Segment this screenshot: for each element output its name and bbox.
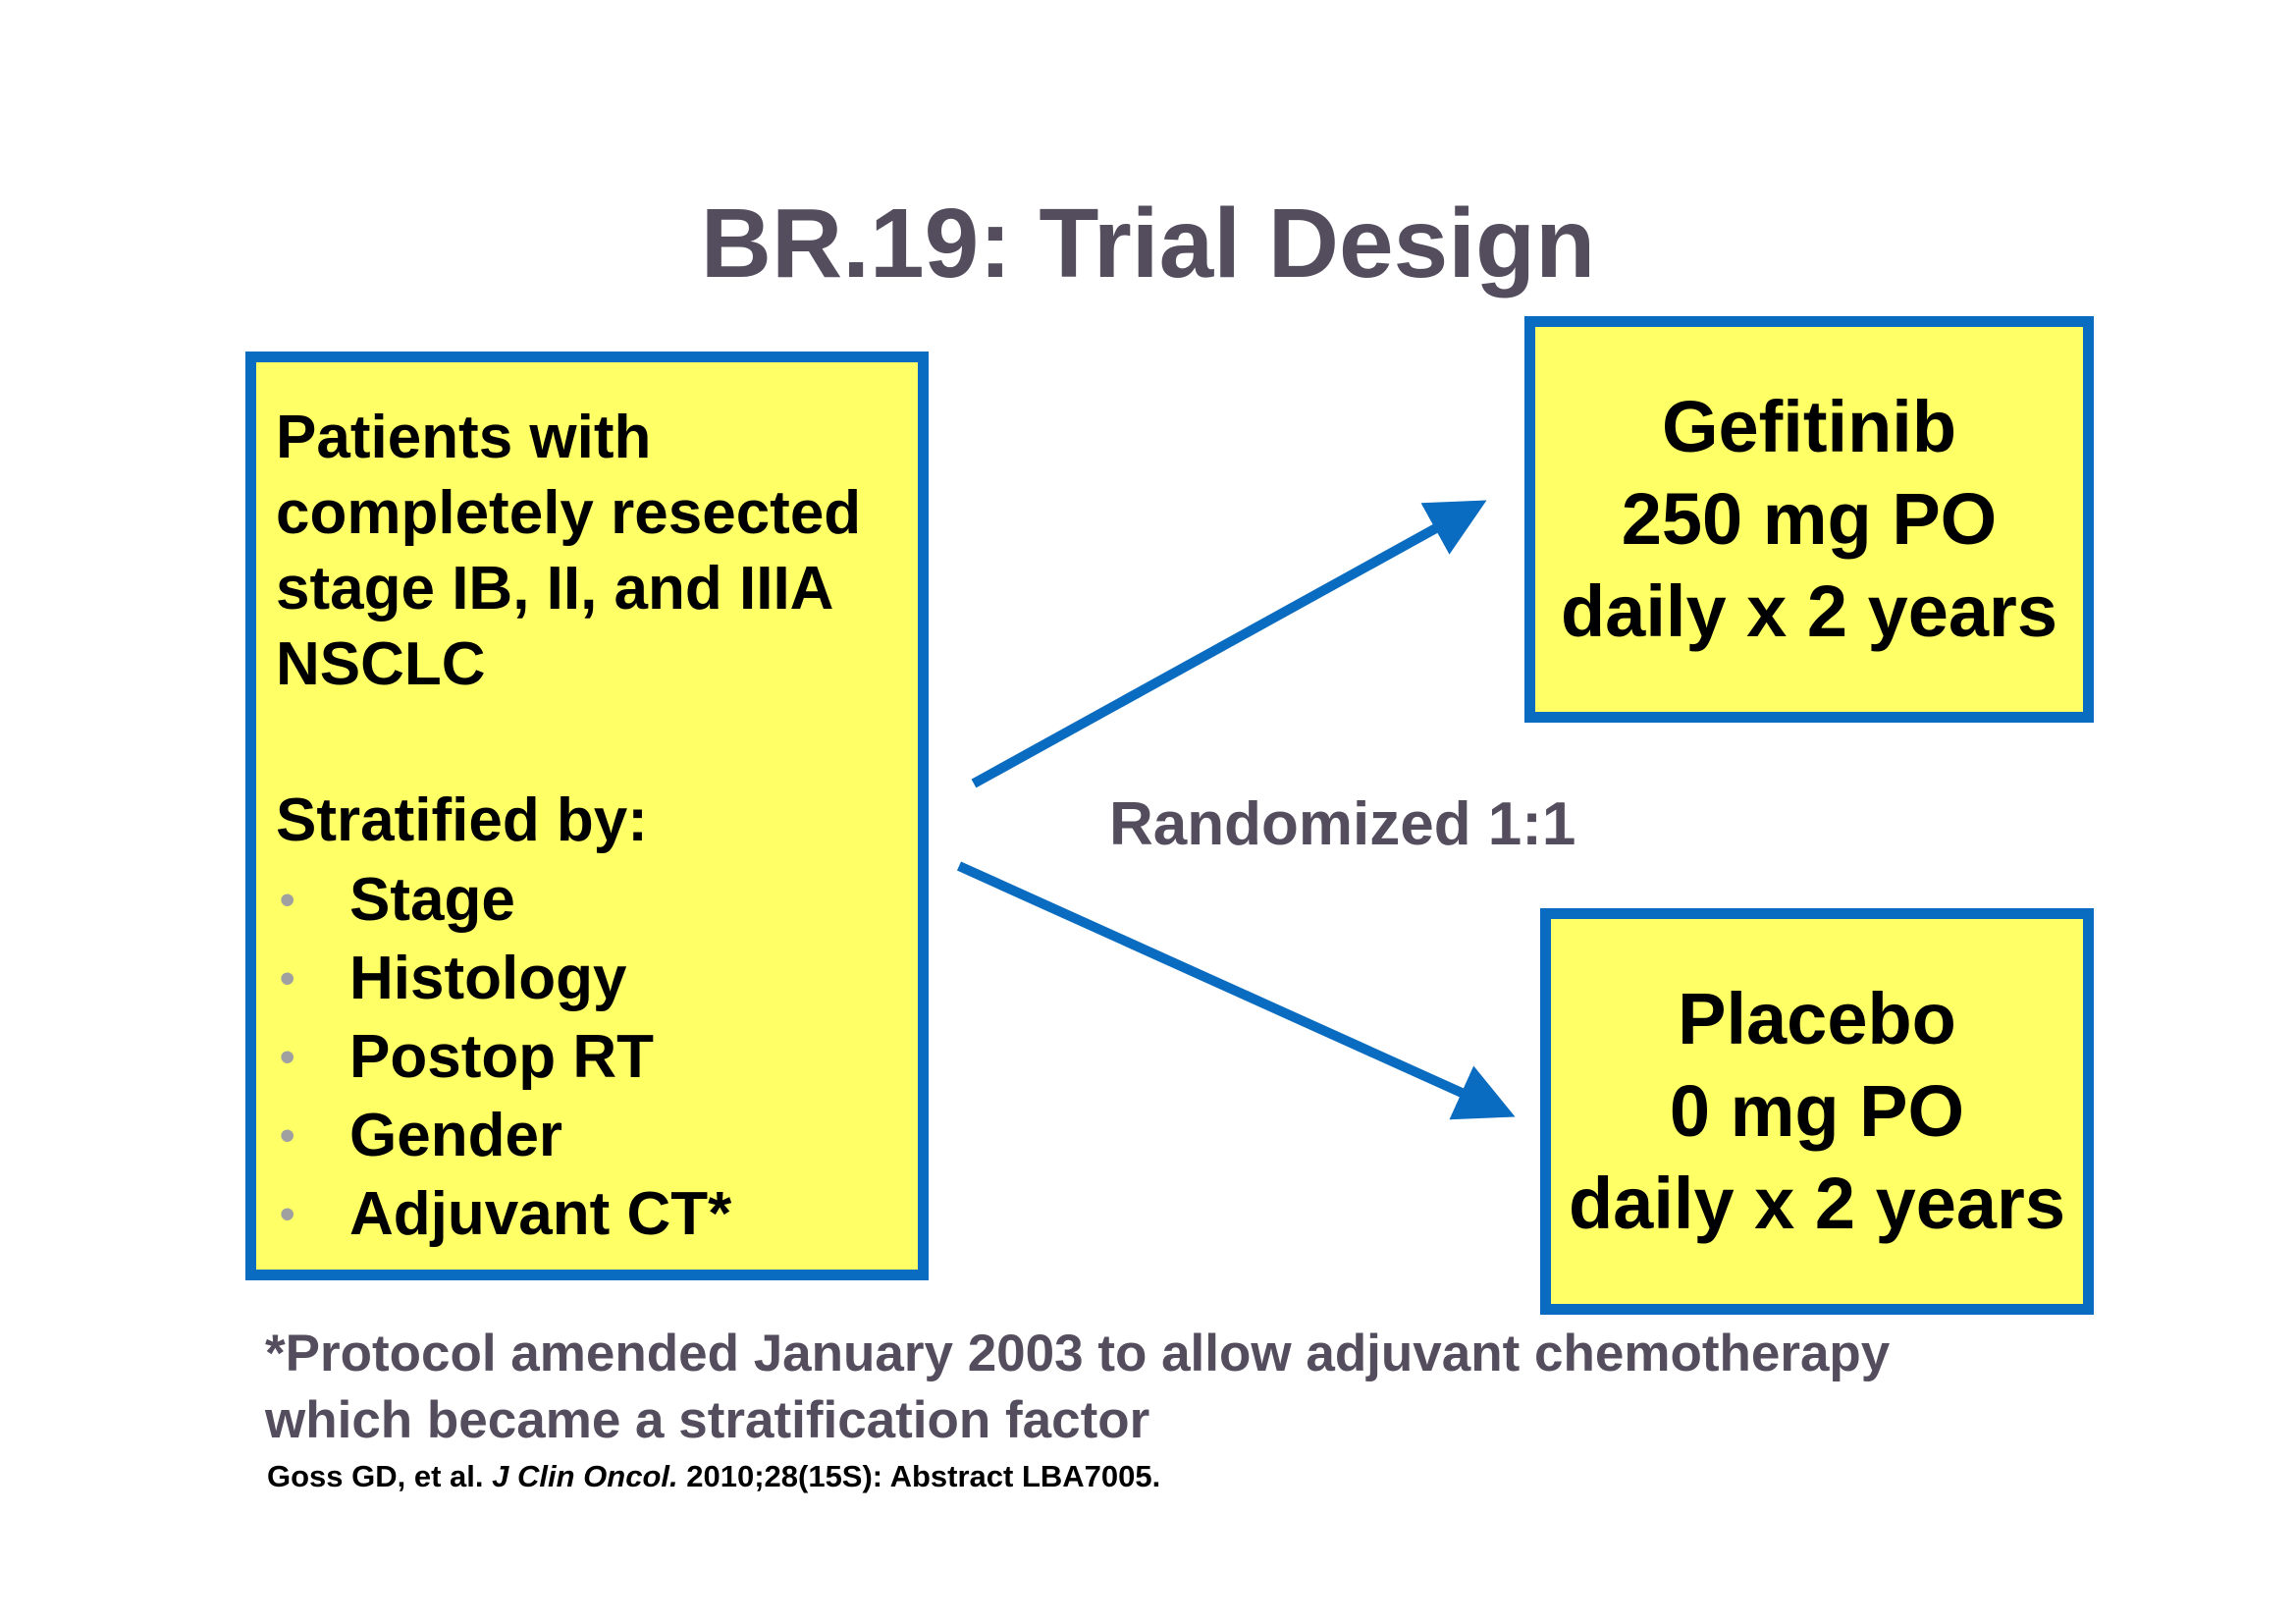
citation-journal: J Clin Oncol. [492, 1459, 678, 1493]
patients-box: Patients with completely resected stage … [245, 352, 929, 1280]
stratification-item-label: Stage [349, 866, 515, 934]
arm-schedule: daily x 2 years [1568, 1163, 2066, 1244]
footnote: *Protocol amended January 2003 to allow … [265, 1321, 1890, 1454]
bullet-icon: • [280, 876, 295, 924]
placebo-arm-box: Placebo 0 mg PO daily x 2 years [1540, 908, 2094, 1315]
arrow-to-gefitinib [971, 500, 1487, 788]
eligibility-line: Patients with [276, 404, 652, 471]
bullet-icon: • [280, 1033, 295, 1081]
stratification-item: • Stage [276, 861, 918, 940]
arm-schedule: daily x 2 years [1560, 570, 2058, 652]
citation-details: 2010;28(15S): Abstract LBA7005. [686, 1459, 1161, 1493]
gefitinib-arm-box: Gefitinib 250 mg PO daily x 2 years [1524, 316, 2094, 723]
slide-title: BR.19: Trial Design [700, 189, 1596, 298]
bullet-icon: • [280, 1190, 295, 1238]
randomization-label: Randomized 1:1 [1109, 790, 1576, 858]
stratification-item: • Adjuvant CT* [276, 1175, 918, 1254]
arm-dose: 250 mg PO [1621, 478, 1998, 560]
citation-authors: Goss GD, et al. [267, 1459, 484, 1493]
arm-drug-name: Gefitinib [1661, 386, 1957, 467]
bullet-icon: • [280, 1111, 295, 1160]
stratification-item-label: Gender [349, 1102, 563, 1169]
arm-dose: 0 mg PO [1669, 1070, 1965, 1152]
eligibility-line: NSCLC [276, 630, 486, 698]
stratification-item: • Histology [276, 940, 918, 1018]
arrow-to-placebo [956, 861, 1516, 1120]
stratified-by-label: Stratified by: [276, 786, 648, 854]
footnote-line: *Protocol amended January 2003 to allow … [265, 1325, 1891, 1382]
stratification-list: • Stage • Histology • Postop RT • Gender • Ad… [276, 861, 918, 1254]
stratification-item-label: Histology [349, 945, 627, 1012]
bullet-icon: • [280, 954, 295, 1002]
eligibility-line: stage IB, II, and IIIA [276, 555, 834, 623]
eligibility-text: Patients with completely resected stage … [276, 400, 918, 702]
citation: Goss GD, et al. J Clin Oncol. 2010;28(15… [267, 1457, 1160, 1496]
eligibility-line: completely resected [276, 479, 862, 547]
arm-drug-name: Placebo [1678, 978, 1956, 1059]
stratification-item-label: Adjuvant CT* [349, 1180, 732, 1248]
stratification-item: • Gender [276, 1097, 918, 1175]
stratification-item: • Postop RT [276, 1018, 918, 1097]
stratification-item-label: Postop RT [349, 1023, 654, 1091]
footnote-line: which became a stratification factor [265, 1391, 1150, 1449]
